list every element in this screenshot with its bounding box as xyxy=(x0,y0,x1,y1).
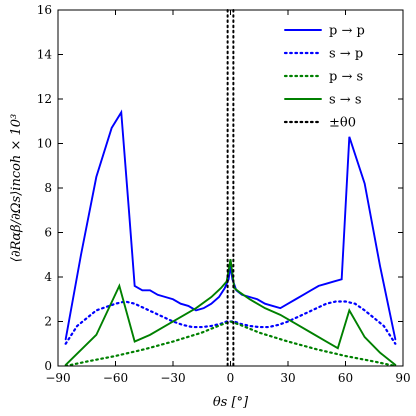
y-tick-label: 0 xyxy=(44,359,52,373)
x-axis-label: θs [°] xyxy=(213,395,249,410)
y-tick-label: 12 xyxy=(37,92,52,106)
series-3-line xyxy=(64,259,397,366)
y-tick-label: 14 xyxy=(37,48,53,62)
y-tick-label: 6 xyxy=(44,226,52,240)
legend: p → p s → p p → s s → s ±θ0 xyxy=(283,24,365,131)
x-tick-label: 30 xyxy=(280,371,295,385)
y-tick-label: 4 xyxy=(44,270,52,284)
y-tick-label: 8 xyxy=(44,181,52,195)
series-layer xyxy=(64,9,397,367)
x-tick-label: 0 xyxy=(227,371,235,385)
y-tick-label: 10 xyxy=(37,137,52,151)
x-tick-label: −30 xyxy=(160,371,185,385)
legend-label-0: p → p xyxy=(329,24,365,39)
legend-label-4: ±θ0 xyxy=(329,116,356,131)
y-tick-label: 16 xyxy=(37,3,52,17)
legend-label-3: s → s xyxy=(329,93,362,108)
y-tick-label: 2 xyxy=(44,315,52,329)
x-tick-label: 90 xyxy=(395,371,410,385)
series-2-line xyxy=(64,320,397,366)
x-tick-label: 60 xyxy=(338,371,353,385)
y-axis-label: ⟨∂Rαβ/∂Ωs⟩incoh × 10³ xyxy=(9,114,24,262)
legend-label-2: p → s xyxy=(329,70,363,85)
x-tick-label: −90 xyxy=(45,371,70,385)
legend-label-1: s → p xyxy=(329,47,363,62)
axis-layer: −90 −60 −30 0 30 60 90 0 2 4 6 8 10 12 14 16 xyxy=(37,3,411,385)
x-tick-label: −60 xyxy=(103,371,128,385)
